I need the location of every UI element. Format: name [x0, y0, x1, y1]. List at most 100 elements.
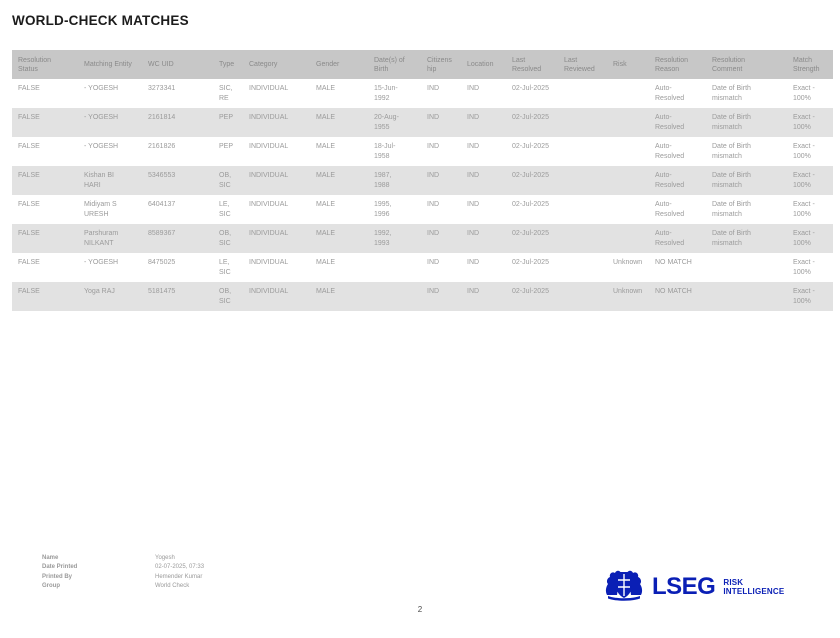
table-cell: MALE	[316, 288, 336, 295]
column-header: Matching Entity	[78, 50, 142, 79]
table-cell: 1987, 1988	[374, 172, 392, 189]
column-header: WC UID	[142, 50, 213, 79]
column-header: Risk	[607, 50, 649, 79]
table-row: FALSE Parshuram NILKANT 8589367 OB, SIC INDI…	[12, 224, 833, 253]
table-cell: Exact - 100%	[793, 114, 815, 131]
table-cell: MALE	[316, 201, 336, 208]
meta-value: World Check	[155, 583, 190, 590]
table-cell: Parshuram NILKANT	[84, 230, 119, 247]
meta-value: Yogesh	[155, 555, 175, 561]
column-header: Date(s) of Birth	[368, 50, 421, 79]
table-cell: Yoga RAJ	[84, 288, 115, 295]
table-header: Resolution Status Matching Entity WC UID Ty…	[12, 50, 833, 79]
lseg-wordmark: LSEG	[652, 572, 716, 600]
table-cell: Exact - 100%	[793, 230, 815, 247]
table-cell: INDIVIDUAL	[249, 288, 289, 295]
table-cell: 5346553	[148, 172, 176, 179]
table-cell: IND	[467, 143, 480, 150]
table-cell: 02-Jul-2025	[512, 259, 549, 266]
table-cell: LE, SIC	[219, 259, 231, 276]
table-cell: Exact - 100%	[793, 172, 815, 189]
table-cell: IND	[427, 85, 440, 92]
table-cell: INDIVIDUAL	[249, 230, 289, 237]
table-cell: IND	[427, 259, 440, 266]
table-cell: 02-Jul-2025	[512, 230, 549, 237]
lseg-logo: LSEG RISK INTELLIGENCE	[604, 567, 784, 606]
table-cell: IND	[427, 172, 440, 179]
table-cell: SIC, RE	[219, 85, 233, 102]
table-cell	[607, 195, 649, 224]
table-cell	[607, 137, 649, 166]
table-cell: FALSE	[18, 114, 40, 121]
table-row: FALSE Midiyam S URESH 6404137 LE, SIC INDIVI…	[12, 195, 833, 224]
table-row: FALSE Kishan BI HARI 5346553 OB, SIC INDIVID…	[12, 166, 833, 195]
table-cell: Auto-Resolved	[655, 143, 685, 160]
table-cell: NO MATCH	[655, 288, 692, 295]
table-cell: Auto-Resolved	[655, 172, 685, 189]
table-cell	[558, 108, 607, 137]
page-title: WORLD-CHECK MATCHES	[12, 13, 189, 28]
table-cell: INDIVIDUAL	[249, 143, 289, 150]
table-cell: FALSE	[18, 201, 40, 208]
table-cell: PEP	[219, 143, 234, 150]
table-cell: IND	[427, 114, 440, 121]
table-cell: 18-Jul-1958	[374, 143, 396, 160]
table-cell: Exact - 100%	[793, 85, 815, 102]
table-cell: MALE	[316, 259, 336, 266]
table-cell	[607, 166, 649, 195]
table-cell: Kishan BI HARI	[84, 172, 114, 189]
column-header: Resolution Status	[12, 50, 78, 79]
table-cell: MALE	[316, 143, 336, 150]
table-cell: Exact - 100%	[793, 201, 815, 218]
table-cell: IND	[467, 259, 480, 266]
table-cell: Date of Birth mismatch	[712, 143, 751, 160]
table-cell: OB, SIC	[219, 288, 232, 305]
table-cell: 6404137	[148, 201, 176, 208]
table-cell: IND	[467, 201, 480, 208]
table-cell	[706, 253, 784, 282]
table-cell: FALSE	[18, 230, 40, 237]
meta-value: 02-07-2025, 07:33	[155, 564, 205, 571]
meta-label: Name	[42, 555, 59, 561]
lseg-tagline-line2: INTELLIGENCE	[723, 586, 785, 596]
table-cell: 1992, 1993	[374, 230, 392, 247]
table-cell: 8589367	[148, 230, 176, 237]
table-cell: 3273341	[148, 85, 176, 92]
table-cell	[607, 108, 649, 137]
lseg-tagline: RISK INTELLIGENCE	[723, 578, 784, 596]
table-cell: Auto-Resolved	[655, 85, 685, 102]
print-meta-row: Name Yogesh	[42, 554, 204, 563]
print-meta-row: Date Printed 02-07-2025, 07:33	[42, 563, 204, 572]
table-cell: Auto-Resolved	[655, 114, 685, 131]
table-cell: MALE	[316, 114, 336, 121]
table-cell: OB, SIC	[219, 172, 232, 189]
table-cell: 02-Jul-2025	[512, 85, 549, 92]
table-cell: OB, SIC	[219, 230, 232, 247]
table-cell: IND	[467, 172, 480, 179]
table-cell	[558, 195, 607, 224]
table-cell: FALSE	[18, 143, 40, 150]
table-cell: Date of Birth mismatch	[712, 201, 751, 218]
table-body: FALSE - YOGESH 3273341 SIC, RE INDIVIDUAL MAL…	[12, 79, 833, 311]
print-meta-row: Group World Check	[42, 582, 204, 591]
table-cell: 2161814	[148, 114, 176, 121]
table-cell: Exact - 100%	[793, 288, 815, 305]
table-row: FALSE - YOGESH 3273341 SIC, RE INDIVIDUAL MAL…	[12, 79, 833, 108]
table-cell: INDIVIDUAL	[249, 201, 289, 208]
table-row: FALSE - YOGESH 2161814 PEP INDIVIDUAL MALE 20-…	[12, 108, 833, 137]
table-cell: 02-Jul-2025	[512, 114, 549, 121]
column-header: Location	[461, 50, 506, 79]
table-cell: IND	[467, 85, 480, 92]
meta-label: Printed By	[42, 573, 73, 580]
table-cell	[558, 137, 607, 166]
table-cell: MALE	[316, 85, 336, 92]
table-cell: Unknown	[613, 288, 643, 295]
table-cell: 20-Aug-1955	[374, 114, 399, 131]
table-cell	[706, 282, 784, 311]
table-cell: Date of Birth mismatch	[712, 85, 751, 102]
table-cell: IND	[427, 143, 440, 150]
table-row: FALSE - YOGESH 8475025 LE, SIC INDIVIDUAL MAL…	[12, 253, 833, 282]
table-cell	[558, 253, 607, 282]
table-cell: Date of Birth mismatch	[712, 114, 751, 131]
